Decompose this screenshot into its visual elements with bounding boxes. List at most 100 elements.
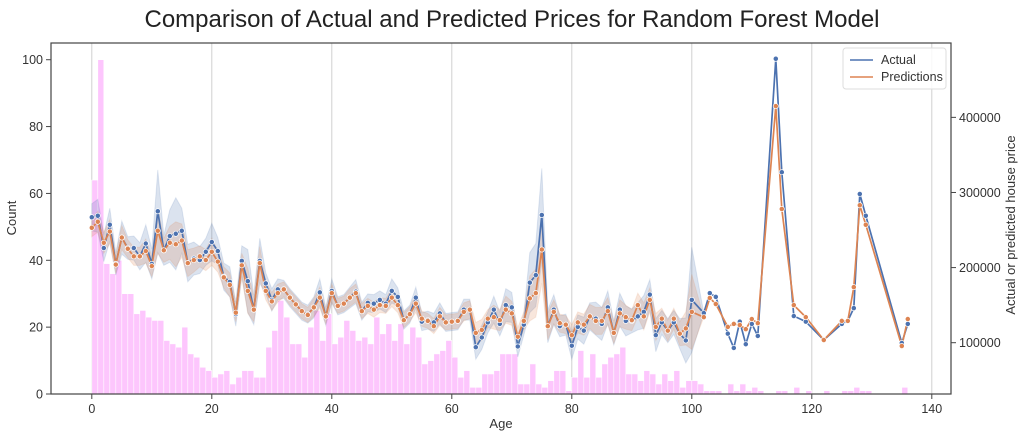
histogram-bar (547, 380, 555, 395)
histogram-bar (691, 380, 699, 395)
marker-predictions (658, 315, 665, 322)
marker-predictions (124, 245, 131, 252)
y-left-tick-label: 20 (29, 321, 43, 335)
histogram-bar (685, 380, 693, 395)
marker-predictions (274, 290, 281, 297)
marker-predictions (724, 323, 731, 330)
histogram-bar (253, 376, 261, 395)
histogram-bar (235, 376, 243, 395)
histogram-bar (463, 370, 471, 395)
marker-predictions (304, 311, 311, 318)
marker-predictions (856, 202, 863, 209)
histogram-bar (319, 340, 327, 395)
histogram-bar (151, 320, 159, 395)
marker-actual (208, 239, 215, 245)
histogram-bar (265, 346, 273, 395)
marker-predictions (382, 302, 389, 309)
histogram-bar (853, 387, 861, 395)
marker-actual (850, 305, 857, 312)
marker-predictions (142, 248, 149, 255)
marker-predictions (292, 301, 299, 308)
histogram-bar (157, 320, 165, 395)
legend-predictions-label: Predictions (881, 70, 943, 84)
marker-predictions (538, 246, 545, 253)
gridlines (91, 43, 933, 394)
histogram-bar (259, 376, 267, 395)
marker-predictions (298, 308, 305, 315)
histogram-bar (325, 313, 333, 395)
marker-predictions (88, 224, 95, 231)
histogram-bar (103, 263, 111, 395)
histogram-bar (751, 387, 759, 395)
histogram-bar (481, 373, 489, 395)
marker-actual (394, 293, 401, 300)
marker-actual (790, 313, 797, 319)
marker-predictions (184, 260, 191, 267)
histogram-bar (613, 353, 621, 395)
histogram-bar (121, 293, 129, 395)
marker-predictions (730, 320, 737, 327)
histogram-bar (595, 376, 603, 395)
histogram-bar (283, 316, 291, 395)
histogram-bar (619, 346, 627, 395)
histogram-bar (385, 323, 393, 395)
marker-predictions (712, 301, 719, 307)
marker-actual (646, 291, 653, 298)
marker-predictions (490, 314, 497, 321)
histogram-bar (139, 310, 147, 395)
marker-predictions (94, 218, 101, 225)
marker-predictions (820, 337, 827, 343)
line-actual (91, 57, 909, 349)
marker-predictions (676, 330, 683, 337)
histogram-bar (277, 300, 285, 395)
marker-actual (244, 278, 251, 285)
marker-predictions (508, 310, 515, 317)
confidence-band-predictions (91, 208, 705, 351)
marker-predictions (400, 317, 407, 324)
marker-predictions (352, 290, 359, 297)
marker-predictions (376, 302, 383, 309)
marker-predictions (736, 322, 743, 328)
histogram-bar (427, 360, 435, 395)
marker-predictions (586, 313, 593, 320)
marker-predictions (904, 316, 911, 322)
histogram-bar (469, 387, 477, 395)
marker-actual (478, 334, 485, 341)
marker-predictions (778, 206, 785, 212)
marker-predictions (622, 314, 629, 321)
x-tick-label: 120 (801, 402, 822, 416)
histogram-bar (133, 313, 141, 395)
histogram-bar (559, 370, 567, 395)
marker-predictions (424, 317, 431, 324)
histogram-bar (409, 326, 417, 395)
marker-predictions (100, 239, 107, 246)
marker-actual (730, 345, 737, 351)
histogram-bar (793, 387, 801, 395)
marker-predictions (160, 247, 167, 254)
y-left-tick-label: 60 (29, 187, 43, 201)
y-left-tick-label: 0 (36, 388, 43, 402)
histogram-bar (433, 353, 441, 395)
marker-predictions (370, 306, 377, 313)
histogram-bar (511, 353, 519, 395)
marker-actual (688, 296, 695, 303)
histogram-bar (487, 373, 495, 395)
marker-actual (682, 337, 689, 344)
histogram-bar (187, 353, 195, 395)
histogram-bar (553, 370, 561, 395)
x-tick-label: 100 (681, 402, 702, 416)
histogram-bar (457, 376, 465, 395)
marker-actual (568, 342, 575, 349)
histogram-bar (655, 383, 663, 395)
marker-predictions (574, 319, 581, 326)
marker-actual (100, 245, 107, 252)
y-axis-right-ticks: 100000 200000 300000 400000 (951, 111, 1001, 350)
marker-predictions (220, 274, 227, 281)
marker-predictions (178, 237, 185, 244)
histogram-bar (697, 383, 705, 395)
marker-predictions (496, 317, 503, 324)
y-axis-right-label: Actual or predicted house price (1003, 135, 1018, 314)
marker-actual (388, 287, 395, 294)
marker-predictions (436, 313, 443, 320)
